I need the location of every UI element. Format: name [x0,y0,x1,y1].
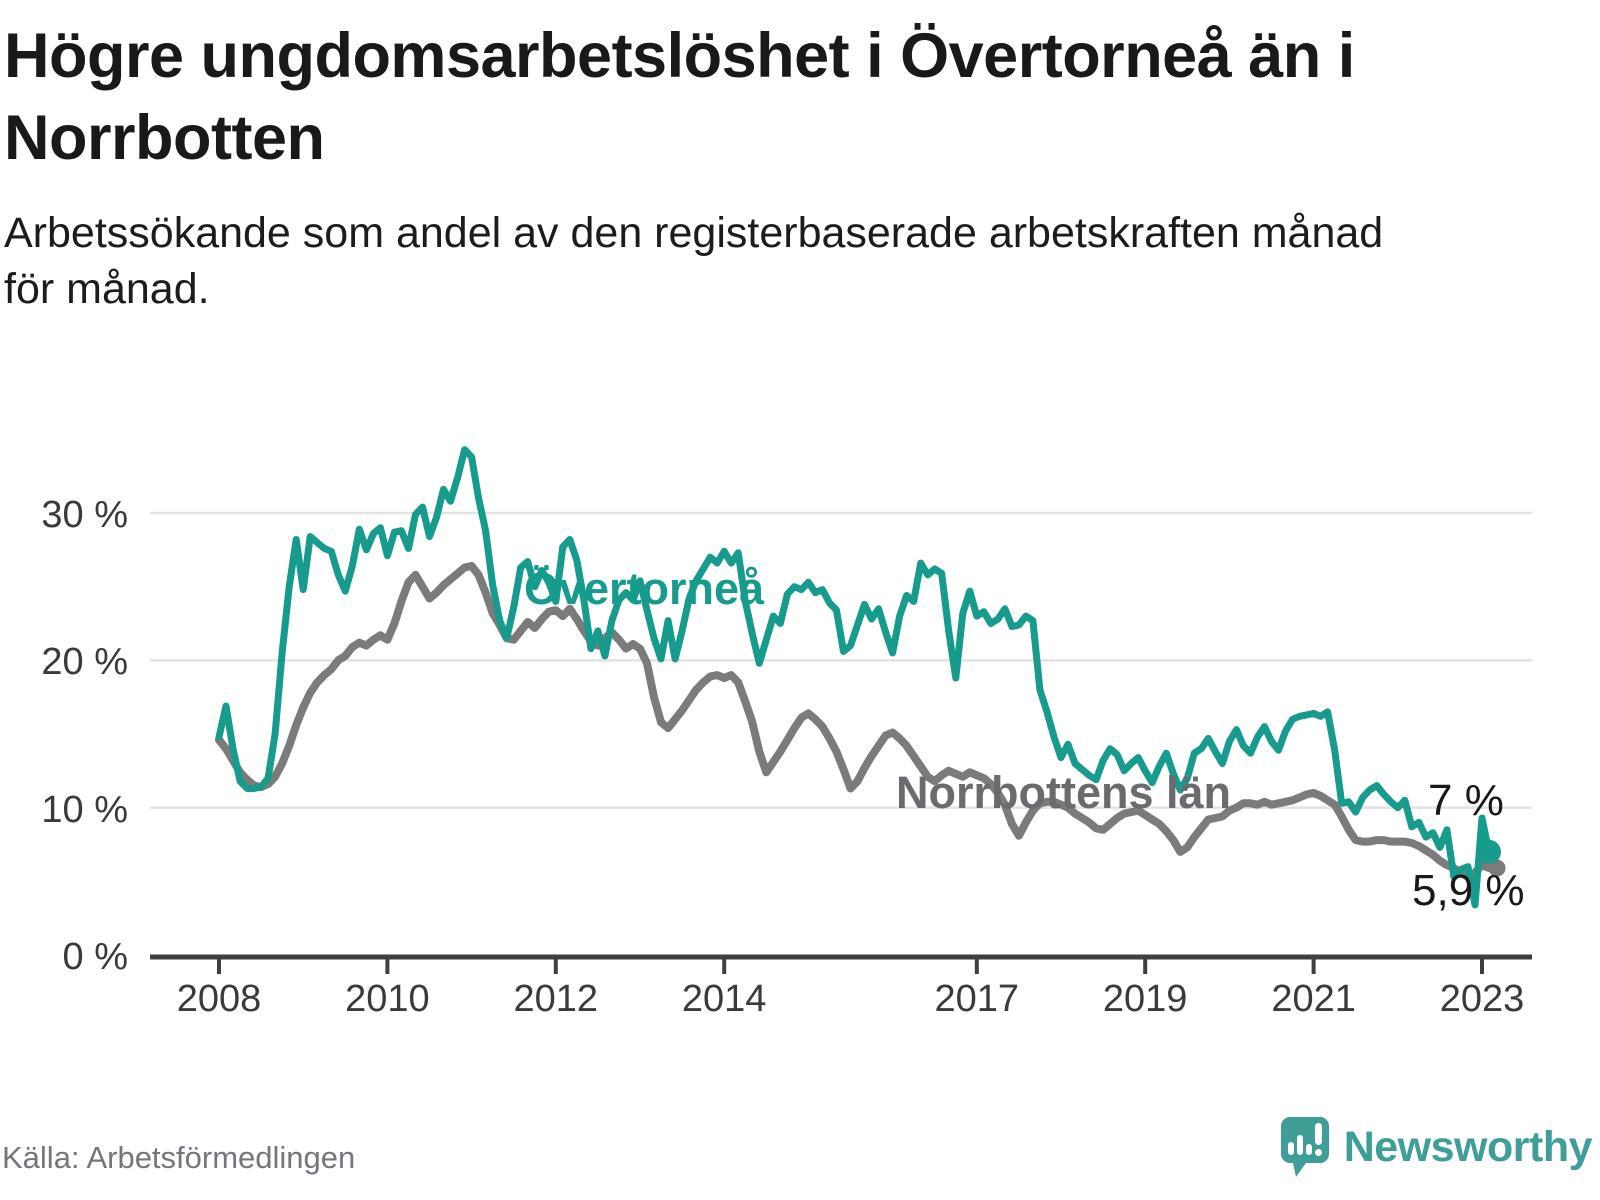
y-axis-label: 10 % [41,788,128,831]
newsworthy-logo: Newsworthy [1280,1116,1593,1178]
x-axis-label: 2010 [345,978,430,1020]
subtitle-line-2: för månad. [4,264,210,313]
y-axis-label: 20 % [41,641,128,684]
brand-name: Newsworthy [1343,1122,1593,1171]
subtitle-line-1: Arbetssökande som andel av den registerb… [4,209,1384,257]
x-axis-label: 2012 [513,978,599,1020]
x-axis-label: 2019 [1102,978,1188,1020]
source-note: Källa: Arbetsförmedlingen [2,1140,356,1175]
overtornea-end-dot [1477,839,1502,864]
gridlines [150,511,1532,809]
norrbotten-line [215,562,1493,881]
x-axis [150,954,1532,974]
x-axis-label: 2017 [934,978,1020,1020]
y-axis-label: 30 % [41,494,128,536]
chart-subtitle: Arbetssökande som andel av den registerb… [4,206,1564,318]
overtornea-line [215,446,1493,909]
series-label-norrbotten: Norrbottens län [896,767,1232,818]
series-label-overtornea: Övertorneå [524,563,765,614]
norrbotten-end-dot [1488,859,1506,877]
title-line-2: Norrbotten [4,102,325,173]
end-value-norrbotten: 5,9 % [1412,866,1525,915]
x-axis-label: 2008 [176,978,262,1020]
x-axis-label: 2014 [681,978,767,1020]
newsworthy-logo-icon [1280,1117,1329,1177]
end-value-overtornea: 7 % [1428,776,1504,825]
x-axis-label: 2023 [1439,978,1525,1020]
y-axis-label: 0 % [62,936,128,978]
page-title: Högre ungdomsarbetslöshet i Övertorneå ä… [4,16,1564,180]
x-axis-label: 2021 [1271,978,1356,1020]
title-line-1: Högre ungdomsarbetslöshet i Övertorneå ä… [4,21,1355,91]
